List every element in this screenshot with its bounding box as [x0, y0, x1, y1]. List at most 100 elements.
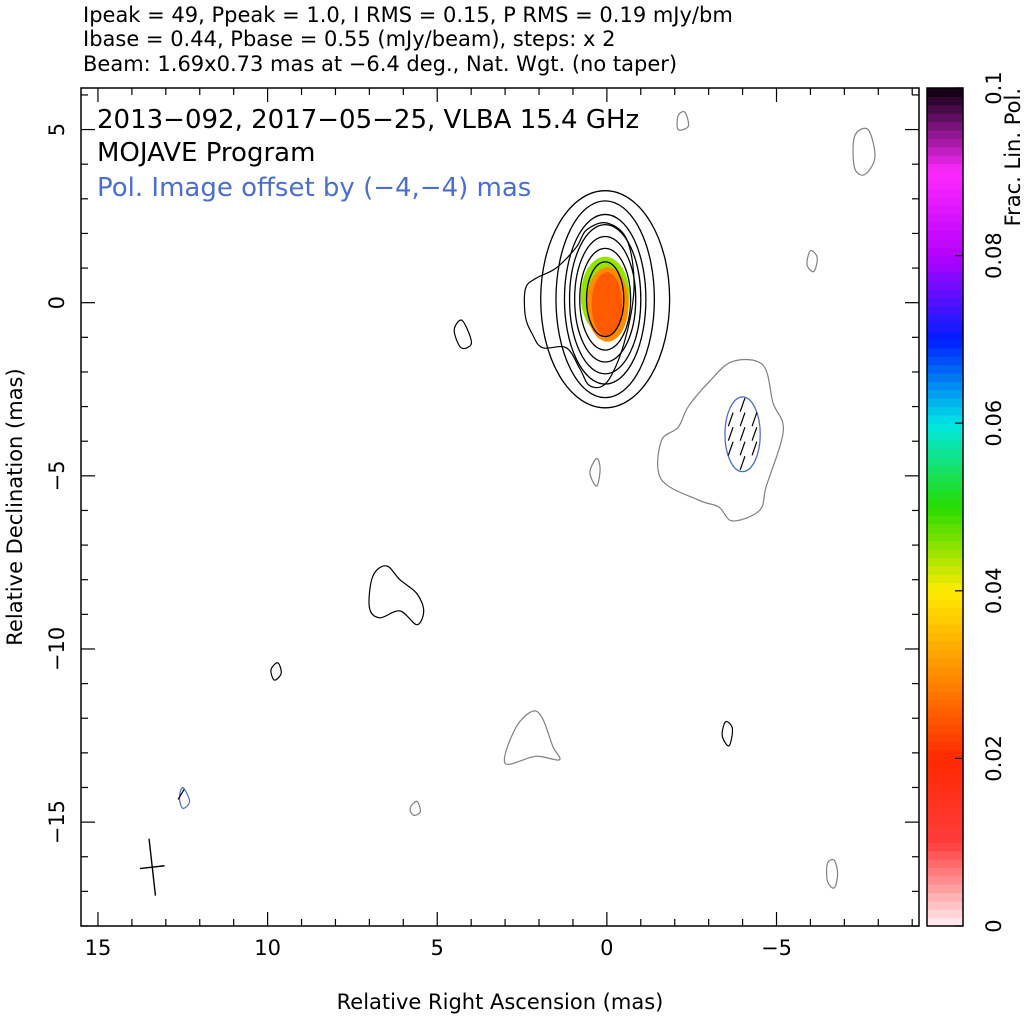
- core-contour: [540, 190, 671, 409]
- y-axis-label: Relative Declination (mas): [3, 368, 27, 645]
- outer-contour: [657, 358, 784, 522]
- y-tick-label: −10: [45, 627, 69, 671]
- x-tick-label: 15: [85, 936, 112, 960]
- colorbar-band: [927, 230, 963, 240]
- colorbar-band: [927, 858, 963, 868]
- x-tick-label: 10: [254, 936, 281, 960]
- colorbar-band: [927, 691, 963, 701]
- colorbar-band: [927, 406, 963, 416]
- colorbar-band: [927, 331, 963, 340]
- evpa-stick: [751, 426, 758, 441]
- colorbar-band: [927, 574, 963, 584]
- colorbar-tick-label: 0.06: [982, 400, 1006, 447]
- colorbar-band: [927, 867, 963, 877]
- x-axis-label: Relative Right Ascension (mas): [337, 990, 664, 1014]
- colorbar-band: [927, 666, 963, 676]
- core-contour: [555, 200, 656, 399]
- colorbar-band: [927, 909, 963, 919]
- outer-contour: [270, 662, 282, 681]
- colorbar-band: [927, 439, 963, 449]
- evpa-stick: [739, 412, 746, 427]
- colorbar-band: [927, 733, 963, 743]
- evpa-stick: [739, 397, 746, 412]
- colorbar-band: [927, 540, 963, 550]
- pol-contour: [724, 396, 761, 473]
- colorbar-band: [927, 682, 963, 692]
- colorbar-band: [927, 607, 963, 617]
- core-contour: [573, 235, 637, 363]
- evpa-stick: [727, 412, 734, 427]
- colorbar-band: [927, 632, 963, 642]
- evpa-stick: [739, 456, 746, 471]
- plot-title-3: Pol. Image offset by (−4,−4) mas: [97, 173, 531, 203]
- colorbar-band: [927, 515, 963, 525]
- colorbar-band: [927, 548, 963, 558]
- evpa-stick: [739, 426, 746, 441]
- colorbar-band: [927, 716, 963, 726]
- colorbar-band: [927, 381, 963, 391]
- colorbar-band: [927, 825, 963, 835]
- colorbar-frame: [926, 87, 964, 927]
- colorbar-band: [927, 766, 963, 776]
- colorbar-band: [927, 339, 963, 349]
- colorbar-band: [927, 523, 963, 533]
- colorbar-band: [927, 724, 963, 734]
- colorbar-band: [927, 615, 963, 625]
- colorbar-band: [927, 263, 963, 273]
- colorbar-band: [927, 507, 963, 516]
- core-contour: [568, 223, 642, 375]
- colorbar-band: [927, 783, 963, 793]
- colorbar-band: [927, 121, 963, 131]
- outer-contour: [721, 720, 734, 747]
- colorbar-band: [927, 557, 963, 567]
- outer-contour: [825, 858, 839, 889]
- plot-title-2: MOJAVE Program: [97, 138, 315, 168]
- y-tick-label: 5: [45, 123, 69, 136]
- colorbar-band: [927, 356, 963, 366]
- colorbar-band: [927, 213, 963, 223]
- evpa-stick: [739, 441, 746, 456]
- colorbar-band: [927, 448, 963, 458]
- core-contour: [585, 261, 625, 338]
- colorbar-band: [927, 146, 963, 156]
- colorbar-tick-label: 0: [982, 919, 1006, 932]
- colorbar-band: [927, 364, 963, 374]
- outer-contour: [409, 800, 421, 816]
- axes: 15 10 5 0 −5 5 0 −5 −10 −15: [45, 88, 919, 960]
- colorbar-band: [927, 205, 963, 215]
- colorbar-band: [927, 498, 963, 508]
- outer-contour: [676, 111, 690, 131]
- colorbar-band: [927, 708, 963, 718]
- colorbar-band: [927, 389, 963, 399]
- colorbar-band: [927, 113, 963, 123]
- colorbar-band: [927, 431, 963, 441]
- colorbar-band: [927, 649, 963, 659]
- colorbar-band: [927, 674, 963, 684]
- header-line-1: Ipeak = 49, Ppeak = 1.0, I RMS = 0.15, P…: [83, 3, 733, 27]
- x-tick-label: −5: [761, 936, 792, 960]
- colorbar-band: [927, 800, 963, 810]
- colorbar-band: [927, 900, 963, 910]
- evpa-stick: [751, 441, 758, 456]
- colorbar-band: [927, 171, 963, 181]
- colorbar-band: [927, 222, 963, 232]
- y-tick-label: −15: [45, 800, 69, 844]
- beam-minor-axis: [139, 865, 165, 870]
- colorbar-band: [927, 791, 963, 801]
- colorbar-band: [927, 180, 963, 190]
- outer-contour: [503, 710, 561, 765]
- colorbar-band: [927, 129, 963, 139]
- colorbar-band: [927, 590, 963, 600]
- x-tick-label: 5: [431, 936, 444, 960]
- colorbar-band: [927, 196, 963, 206]
- colorbar-band: [927, 255, 963, 265]
- colorbar-band: [927, 884, 963, 894]
- colorbar-band: [927, 314, 963, 324]
- colorbar-band: [927, 305, 963, 315]
- colorbar-band: [927, 758, 963, 768]
- colorbar-band: [927, 842, 963, 852]
- colorbar-band: [927, 96, 963, 106]
- evpa-stick: [727, 441, 734, 456]
- evpa-stick: [751, 412, 758, 427]
- outer-contour: [852, 127, 876, 176]
